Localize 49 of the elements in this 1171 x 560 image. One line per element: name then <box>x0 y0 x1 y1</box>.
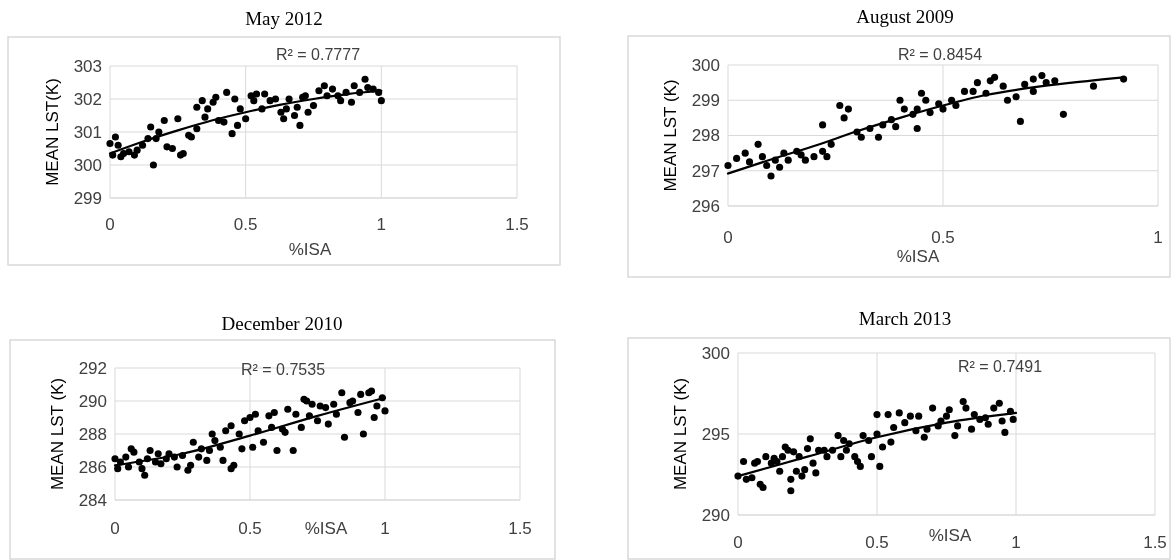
x-axis-title: %ISA <box>304 519 348 538</box>
x-tick-label: 0.5 <box>865 533 889 552</box>
x-tick-label: 1.5 <box>1143 533 1167 552</box>
x-tick-label: 0.5 <box>238 519 262 538</box>
x-axis-title: %ISA <box>928 526 972 545</box>
chart-title: May 2012 <box>245 8 323 29</box>
y-tick-label: 298 <box>691 126 720 146</box>
text: R² = 0.7777 <box>275 46 361 63</box>
y-tick-label: 303 <box>73 56 102 76</box>
x-tick-label: 0 <box>105 215 115 234</box>
chart-title: August 2009 <box>856 6 954 27</box>
x-tick-label: 1.5 <box>505 215 529 234</box>
y-tick-label: 301 <box>73 122 102 142</box>
y-tick-label: 302 <box>73 89 102 109</box>
y-tick-label: 300 <box>691 55 720 75</box>
y-axis-title: MEAN LST (K) <box>48 377 67 491</box>
y-tick-label: 290 <box>701 505 730 525</box>
x-tick-label: 0 <box>733 533 743 552</box>
annotation: R² = 0.7491 <box>957 358 1043 375</box>
y-tick-label: 295 <box>701 424 730 444</box>
x-axis-title: %ISA <box>288 240 332 259</box>
x-tick-label: 1 <box>376 215 387 234</box>
chart-title: March 2013 <box>858 308 952 329</box>
y-tick-label: 284 <box>78 490 107 510</box>
y-tick-label: 299 <box>691 91 720 111</box>
y-tick-label: 299 <box>73 188 102 208</box>
chart-title: December 2010 <box>221 313 343 334</box>
x-tick-label: 0 <box>723 228 733 247</box>
y-axis-title: MEAN LST (K) <box>671 377 690 491</box>
y-axis-title: MEAN LST(K) <box>43 78 62 186</box>
x-tick-label: 1 <box>380 519 390 538</box>
y-axis-title: MEAN LST (K) <box>661 79 680 192</box>
y-tick-label: 286 <box>78 457 107 477</box>
x-tick-label: 0 <box>110 519 120 538</box>
x-tick-label: 1.5 <box>508 519 532 538</box>
x-axis-title: %ISA <box>896 247 940 266</box>
y-tick-label: 296 <box>691 196 720 216</box>
y-tick-label: 300 <box>701 343 730 363</box>
text: R² = 0.8454 <box>897 46 983 63</box>
y-tick-label: 290 <box>78 391 107 411</box>
y-tick-label: 292 <box>78 358 107 378</box>
x-tick-label: 0.5 <box>931 228 955 247</box>
y-tick-label: 300 <box>73 155 102 175</box>
annotation: R² = 0.7535 <box>240 361 326 378</box>
x-tick-label: 1 <box>1153 228 1163 247</box>
x-tick-label: 0.5 <box>233 215 258 234</box>
x-tick-label: 1 <box>1011 533 1021 552</box>
y-tick-label: 297 <box>691 161 720 181</box>
y-tick-label: 288 <box>78 424 107 444</box>
